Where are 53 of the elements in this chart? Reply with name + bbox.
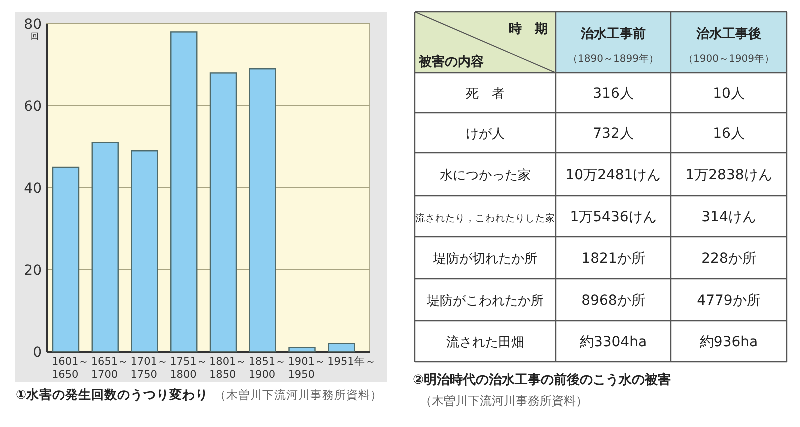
- y-tick-label: 20: [24, 263, 42, 279]
- x-tick-label: 1851～1900: [248, 356, 287, 381]
- bar: [52, 166, 80, 353]
- text: 1821か所: [582, 251, 646, 267]
- text: 16人: [713, 126, 745, 142]
- text: 228か所: [702, 251, 756, 267]
- text: 316人: [593, 86, 634, 102]
- y-axis-title: 回: [31, 32, 39, 41]
- text: ①水害の発生回数のうつり変わり: [16, 387, 209, 402]
- text: 約936ha: [700, 334, 758, 350]
- text: けが人: [466, 127, 505, 142]
- text: 堤防がこわれたか所: [426, 294, 544, 309]
- text: （木曽川下流河川事務所資料）: [420, 394, 588, 408]
- text: 時 期: [509, 22, 548, 37]
- y-tick-label: 80: [24, 17, 42, 33]
- text: （1900～1909年）: [684, 53, 774, 65]
- bar: [170, 32, 198, 353]
- text: 被害の内容: [418, 54, 484, 70]
- text: 1万2838けん: [686, 168, 772, 184]
- bar: [92, 142, 119, 353]
- x-tick-label: 1701～1750: [130, 356, 168, 381]
- text: 治水工事前: [580, 26, 646, 42]
- text: 堤防が切れたか所: [432, 252, 538, 267]
- text: 流された田畑: [446, 334, 524, 350]
- text: （木曽川下流河川事務所資料）: [214, 388, 383, 402]
- bar: [288, 347, 316, 353]
- bar: [210, 72, 238, 353]
- text: 10万2481けん: [566, 168, 662, 184]
- x-tick-label: 1751～1800: [170, 356, 208, 381]
- text: 治水工事後: [696, 26, 762, 42]
- y-tick-label: 40: [24, 181, 42, 197]
- text: 水につかった家: [440, 168, 531, 184]
- text: 732人: [593, 126, 634, 142]
- text: 10人: [713, 86, 745, 102]
- text: 流されたり，こわれたりした家: [416, 212, 556, 224]
- text: 4779か所: [697, 293, 761, 309]
- text: 約3304ha: [580, 334, 648, 350]
- text: 死 者: [466, 87, 505, 102]
- x-tick-label: 1951年～: [328, 356, 376, 368]
- text: 314けん: [702, 210, 756, 226]
- text: ②明治時代の治水工事の前後のこう水の被害: [413, 372, 672, 388]
- text: 8968か所: [582, 293, 646, 309]
- bar: [328, 343, 356, 353]
- x-tick-label: 1651～1700: [91, 356, 130, 381]
- y-tick-label: 60: [24, 99, 42, 115]
- y-tick-label: 0: [33, 345, 42, 361]
- text: 1万5436けん: [570, 210, 657, 226]
- x-tick-label: 1801～1850: [210, 356, 248, 381]
- x-tick-label: 1901～1950: [288, 356, 326, 381]
- bar: [249, 68, 276, 353]
- x-tick-label: 1601～1650: [52, 356, 90, 381]
- bar: [131, 150, 158, 353]
- text: （1890～1899年）: [568, 53, 659, 65]
